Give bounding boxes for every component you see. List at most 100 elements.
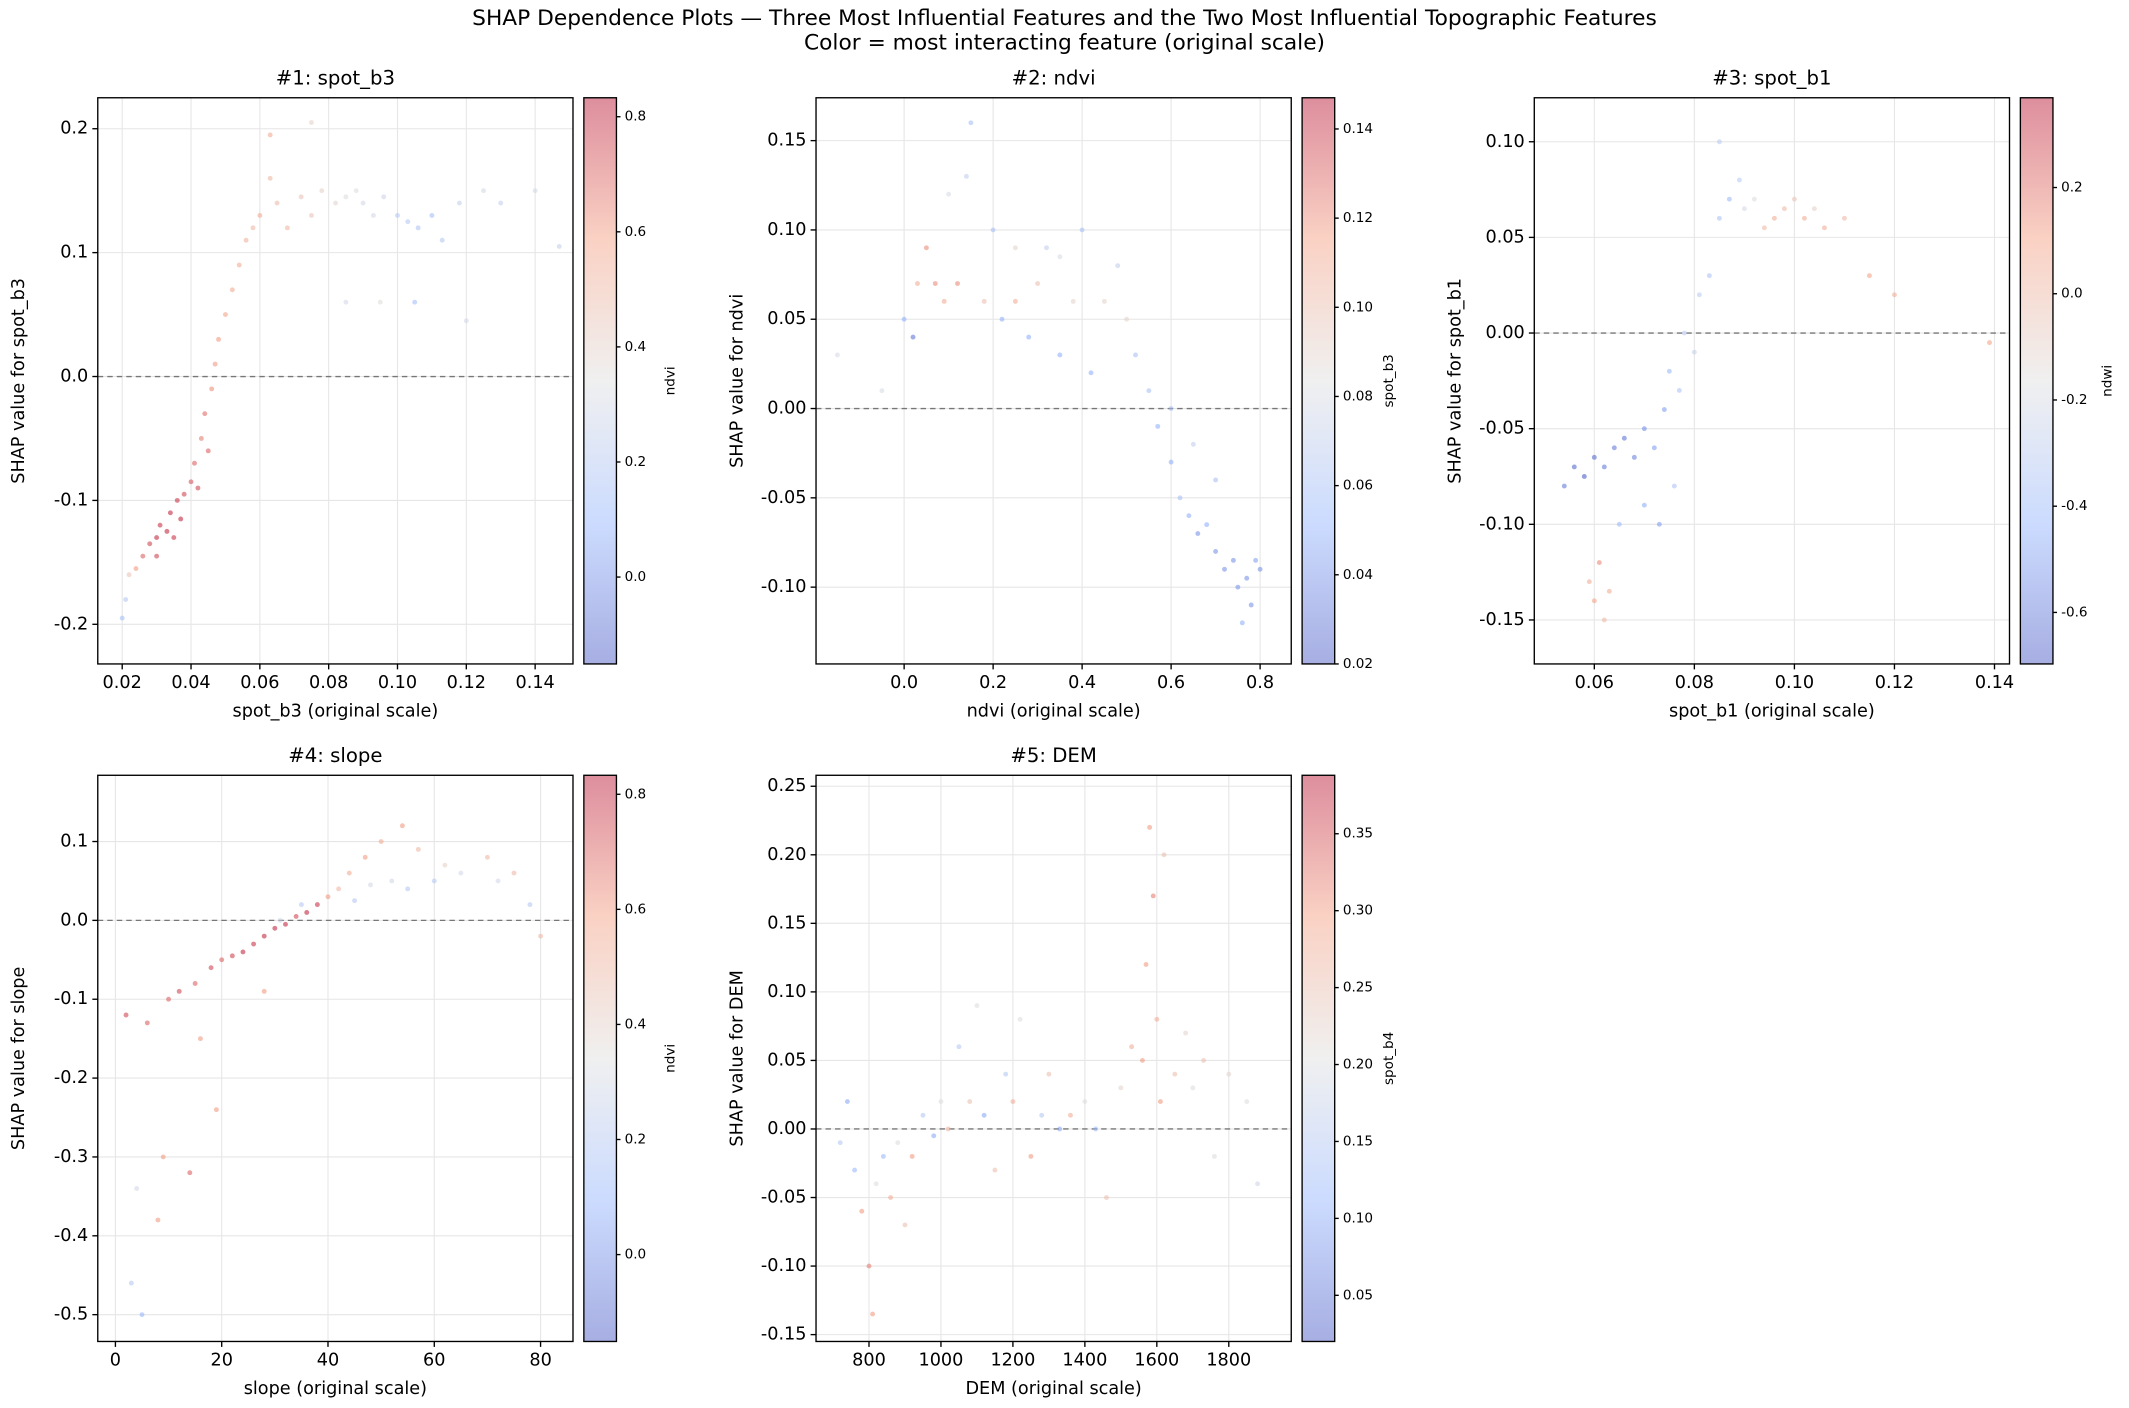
x-tick-label: 1600 xyxy=(1134,1350,1179,1370)
point xyxy=(1150,893,1156,899)
point xyxy=(267,132,273,138)
point xyxy=(1044,245,1049,251)
point xyxy=(895,1140,901,1146)
point xyxy=(538,933,544,939)
point xyxy=(938,1099,944,1105)
colorbar-tick-label: 0.2 xyxy=(2061,180,2083,196)
point xyxy=(1696,292,1702,298)
y-axis-label: SHAP value for ndvi xyxy=(727,294,747,468)
point xyxy=(1017,1016,1023,1022)
x-tick-label: 0.08 xyxy=(1675,673,1714,693)
y-axis-label: SHAP value for spot_b1 xyxy=(1446,278,1466,484)
point xyxy=(1244,1099,1250,1105)
point xyxy=(923,245,929,251)
x-tick-label: 1000 xyxy=(918,1350,963,1370)
y-tick-label: -0.05 xyxy=(761,488,807,508)
point xyxy=(213,1107,219,1113)
plot-frame xyxy=(97,97,574,665)
colorbar-tick-label: 0.10 xyxy=(1343,299,1373,315)
colorbar-tick-label: 0.12 xyxy=(1343,210,1373,226)
y-tick-label: -0.05 xyxy=(1479,419,1525,439)
point xyxy=(955,281,960,286)
y-tick-label: -0.5 xyxy=(54,1305,88,1325)
point xyxy=(405,219,411,225)
point xyxy=(946,191,952,197)
colorbar-tick-label: 0.04 xyxy=(1343,567,1373,583)
colorbar-tick-label: 0.2 xyxy=(625,454,647,470)
point xyxy=(834,352,840,358)
point xyxy=(1761,225,1767,231)
point xyxy=(119,615,125,621)
point xyxy=(123,1012,129,1018)
point xyxy=(1139,1057,1145,1063)
point xyxy=(1035,281,1041,286)
x-tick-label: 1400 xyxy=(1062,1350,1107,1370)
colorbar-label: ndwi xyxy=(2099,365,2115,397)
colorbar-tick-label: 0.6 xyxy=(625,901,647,917)
point xyxy=(1706,273,1712,279)
point xyxy=(140,553,146,559)
point xyxy=(1088,370,1094,376)
y-tick-label: -0.4 xyxy=(54,1226,88,1246)
point xyxy=(909,1153,915,1159)
point xyxy=(999,316,1005,322)
y-tick-label: 0.00 xyxy=(767,399,806,419)
point xyxy=(229,953,235,959)
point xyxy=(844,1099,850,1105)
y-tick-label: 0.05 xyxy=(767,309,806,329)
point xyxy=(1213,548,1219,554)
point xyxy=(298,194,304,200)
point xyxy=(532,188,538,194)
y-tick-label: -0.10 xyxy=(761,577,807,597)
point xyxy=(202,411,208,417)
point xyxy=(1606,588,1612,594)
y-tick-label: -0.2 xyxy=(54,1068,88,1088)
point xyxy=(1211,1153,1217,1159)
point xyxy=(360,200,366,206)
point xyxy=(343,194,349,200)
point xyxy=(147,541,153,547)
point xyxy=(1841,215,1847,221)
point xyxy=(352,898,358,904)
point xyxy=(1248,602,1254,608)
point xyxy=(1129,1044,1135,1050)
point xyxy=(1124,316,1130,322)
x-tick-label: 40 xyxy=(317,1350,339,1370)
point xyxy=(1235,584,1241,590)
colorbar-label: spot_b4 xyxy=(1381,1032,1397,1085)
y-tick-label: -0.10 xyxy=(761,1256,807,1276)
point xyxy=(309,120,314,125)
point xyxy=(1681,330,1687,336)
point xyxy=(195,485,201,491)
y-tick-label: 0.00 xyxy=(1486,323,1525,343)
point xyxy=(368,882,373,888)
point xyxy=(1641,426,1647,432)
x-tick-label: 0.10 xyxy=(1775,673,1814,693)
point xyxy=(1716,215,1722,221)
plot-frame xyxy=(97,774,574,1343)
colorbar-tick-label: 0.4 xyxy=(625,339,647,355)
x-tick-label: 0.4 xyxy=(1068,673,1096,693)
point xyxy=(1104,1195,1109,1200)
point xyxy=(126,572,132,578)
point xyxy=(1168,406,1174,411)
x-axis-label: spot_b1 (original scale) xyxy=(1669,701,1875,721)
x-tick-label: 20 xyxy=(210,1350,232,1370)
point xyxy=(1601,464,1607,470)
point xyxy=(144,1020,150,1026)
point xyxy=(1866,273,1872,279)
colorbar-tick-label: -0.4 xyxy=(2061,498,2087,514)
point xyxy=(128,1280,134,1286)
point xyxy=(1028,1153,1034,1159)
point xyxy=(209,386,215,392)
point xyxy=(216,336,221,342)
y-tick-label: 0.10 xyxy=(1486,132,1525,152)
point xyxy=(1003,1071,1009,1077)
colorbar-tick-label: 0.10 xyxy=(1343,1210,1373,1226)
point xyxy=(1186,513,1192,519)
point xyxy=(1115,263,1121,269)
point xyxy=(198,436,204,441)
point xyxy=(212,361,218,367)
y-tick-label: 0.10 xyxy=(767,982,806,1002)
point xyxy=(362,854,368,860)
